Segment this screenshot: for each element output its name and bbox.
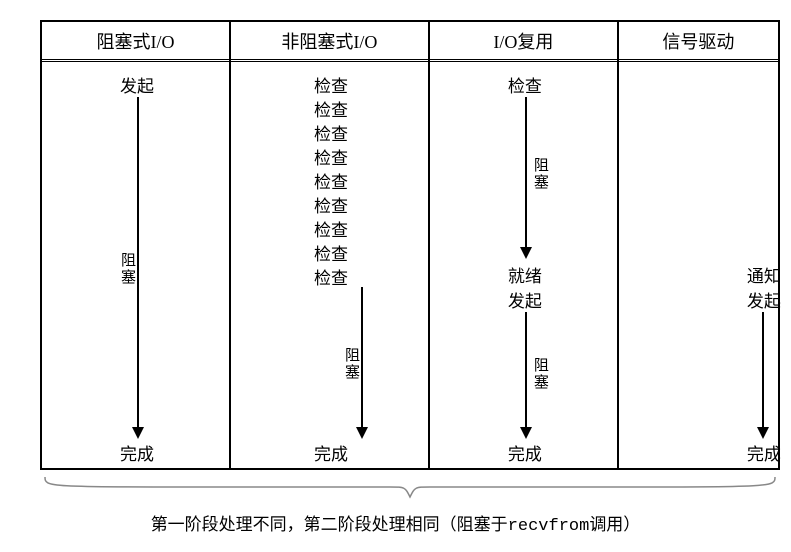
caption-pre: 第一阶段处理不同，第二阶段处理相同（阻塞于 (151, 515, 508, 534)
body-nonblocking: 检查 检查 检查 检查 检查 检查 检查 检查 检查 阻塞 完成 (231, 62, 428, 468)
arrow-head-1 (132, 427, 144, 439)
check-0: 检查 (314, 72, 348, 97)
body-multiplex: 检查 阻塞 就绪 发起 阻塞 完成 (430, 62, 617, 468)
caption: 第一阶段处理不同，第二阶段处理相同（阻塞于recvfrom调用） (0, 510, 791, 536)
arrow-head-4 (757, 427, 769, 439)
arrow-label-block: 阻塞 (117, 252, 138, 286)
end-label: 完成 (747, 440, 781, 465)
arrow-line-3b (525, 312, 527, 432)
end-label: 完成 (314, 440, 348, 465)
check-7: 检查 (314, 240, 348, 265)
body-blocking: 发起 阻塞 完成 (42, 62, 229, 468)
end-label: 完成 (120, 440, 154, 465)
header-signal: 信号驱动 (619, 22, 778, 62)
brace-svg (40, 475, 780, 505)
check-2: 检查 (314, 120, 348, 145)
arrow-label-block: 阻塞 (341, 347, 362, 381)
start-label: 检查 (508, 72, 542, 97)
check-5: 检查 (314, 192, 348, 217)
col-signal-driven: 信号驱动 通知 发起 完成 (619, 22, 778, 468)
caption-mono: recvfrom (508, 517, 590, 536)
body-signal: 通知 发起 完成 (619, 62, 778, 468)
col-blocking-io: 阻塞式I/O 发起 阻塞 完成 (42, 22, 231, 468)
io-models-table: 阻塞式I/O 发起 阻塞 完成 非阻塞式I/O 检查 检查 检查 检查 检查 检… (40, 20, 780, 470)
col-io-multiplex: I/O复用 检查 阻塞 就绪 发起 阻塞 完成 (430, 22, 619, 468)
start-label: 发起 (120, 72, 154, 97)
col-nonblocking-io: 非阻塞式I/O 检查 检查 检查 检查 检查 检查 检查 检查 检查 阻塞 完成 (231, 22, 430, 468)
arrow-label-block-2: 阻塞 (530, 357, 551, 391)
header-blocking: 阻塞式I/O (42, 22, 229, 62)
check-4: 检查 (314, 168, 348, 193)
arrow-label-block-1: 阻塞 (530, 157, 551, 191)
check-3: 检查 (314, 144, 348, 169)
check-1: 检查 (314, 96, 348, 121)
mid-ready: 就绪 (508, 262, 542, 287)
caption-post: 调用） (589, 515, 640, 534)
check-8: 检查 (314, 264, 348, 289)
end-label: 完成 (508, 440, 542, 465)
mid-notify: 通知 (747, 262, 781, 287)
header-nonblocking: 非阻塞式I/O (231, 22, 428, 62)
mid-initiate: 发起 (508, 287, 542, 312)
brace (40, 475, 780, 505)
arrow-line-4 (762, 312, 764, 432)
header-multiplex: I/O复用 (430, 22, 617, 62)
arrow-head-3a (520, 247, 532, 259)
mid-initiate: 发起 (747, 287, 781, 312)
check-6: 检查 (314, 216, 348, 241)
arrow-head-2 (356, 427, 368, 439)
arrow-head-3b (520, 427, 532, 439)
arrow-line-3a (525, 97, 527, 252)
